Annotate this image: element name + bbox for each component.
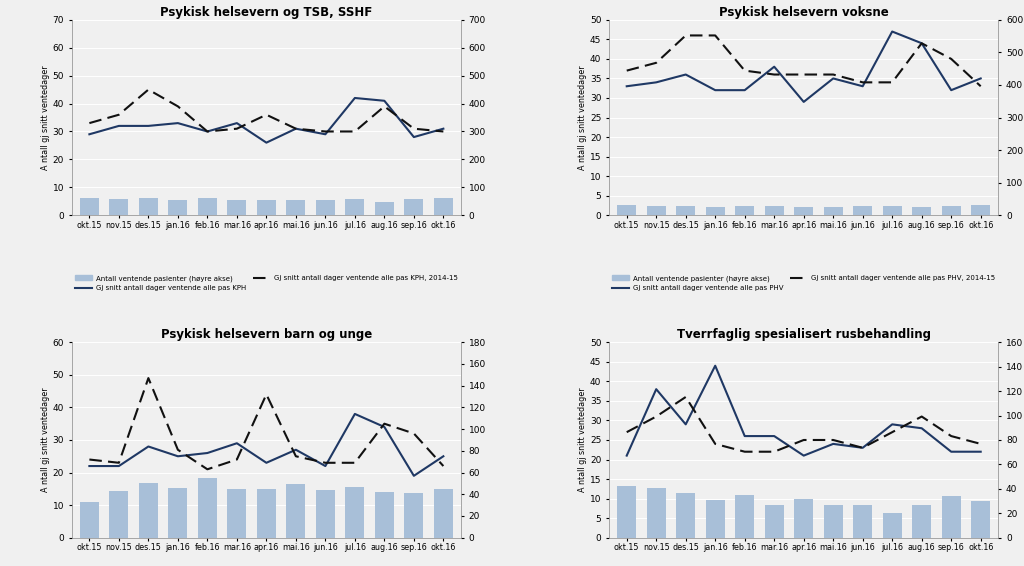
- Bar: [883, 206, 902, 215]
- Bar: [287, 200, 305, 215]
- Bar: [617, 205, 636, 215]
- Bar: [80, 502, 99, 538]
- Bar: [853, 207, 872, 215]
- Bar: [971, 501, 990, 538]
- Bar: [706, 207, 725, 215]
- Bar: [198, 198, 217, 215]
- Bar: [735, 495, 755, 538]
- Bar: [110, 199, 128, 215]
- Y-axis label: A ntall gj snitt ventedager: A ntall gj snitt ventedager: [41, 388, 50, 492]
- Bar: [110, 491, 128, 538]
- Bar: [795, 207, 813, 215]
- Bar: [735, 206, 755, 215]
- Bar: [257, 200, 275, 215]
- Bar: [676, 206, 695, 215]
- Bar: [80, 199, 99, 215]
- Bar: [434, 489, 453, 538]
- Bar: [287, 484, 305, 538]
- Bar: [139, 483, 158, 538]
- Bar: [404, 493, 424, 538]
- Y-axis label: A ntall gj snitt ventedager: A ntall gj snitt ventedager: [579, 388, 587, 492]
- Bar: [853, 505, 872, 538]
- Bar: [971, 205, 990, 215]
- Bar: [646, 207, 666, 215]
- Bar: [912, 505, 931, 538]
- Bar: [883, 513, 902, 538]
- Bar: [227, 489, 247, 538]
- Bar: [345, 487, 365, 538]
- Bar: [942, 206, 961, 215]
- Bar: [676, 492, 695, 538]
- Legend: Antall ventende pasienter (høyre akse), Gj snitt antall dager ventende alle pas : Antall ventende pasienter (høyre akse), …: [609, 272, 998, 294]
- Bar: [345, 199, 365, 215]
- Bar: [646, 488, 666, 538]
- Bar: [706, 500, 725, 538]
- Bar: [257, 489, 275, 538]
- Bar: [315, 490, 335, 538]
- Bar: [765, 206, 783, 215]
- Title: Tverrfaglig spesialisert rusbehandling: Tverrfaglig spesialisert rusbehandling: [677, 328, 931, 341]
- Y-axis label: A ntall gj snitt ventedager: A ntall gj snitt ventedager: [579, 65, 587, 170]
- Bar: [227, 200, 247, 215]
- Title: Psykisk helsevern voksne: Psykisk helsevern voksne: [719, 6, 889, 19]
- Bar: [912, 207, 931, 215]
- Bar: [168, 488, 187, 538]
- Bar: [765, 505, 783, 538]
- Y-axis label: A ntall gj snitt ventedager: A ntall gj snitt ventedager: [41, 65, 50, 170]
- Bar: [434, 199, 453, 215]
- Bar: [315, 200, 335, 215]
- Bar: [617, 486, 636, 538]
- Bar: [375, 492, 394, 538]
- Bar: [198, 478, 217, 538]
- Legend: Antall ventende pasienter (høyre akse), Gj snitt antall dager ventende alle pas : Antall ventende pasienter (høyre akse), …: [73, 272, 461, 294]
- Bar: [168, 200, 187, 215]
- Bar: [404, 199, 424, 215]
- Bar: [823, 505, 843, 538]
- Bar: [139, 198, 158, 215]
- Bar: [795, 499, 813, 538]
- Bar: [375, 202, 394, 215]
- Title: Psykisk helsevern barn og unge: Psykisk helsevern barn og unge: [161, 328, 372, 341]
- Title: Psykisk helsevern og TSB, SSHF: Psykisk helsevern og TSB, SSHF: [160, 6, 373, 19]
- Bar: [942, 496, 961, 538]
- Bar: [823, 207, 843, 215]
